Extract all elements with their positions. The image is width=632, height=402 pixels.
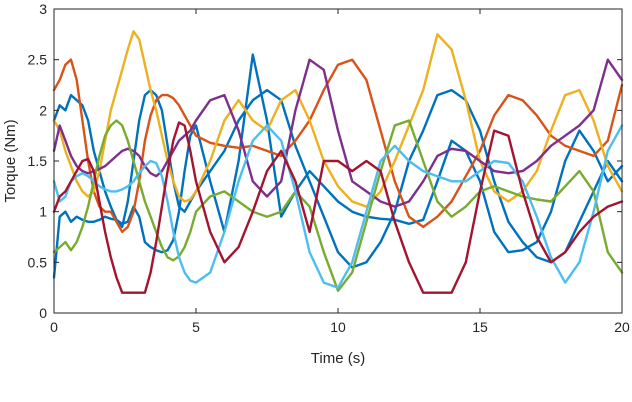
y-tick-label: 1.5 — [28, 153, 48, 169]
y-tick-label: 3 — [39, 1, 47, 17]
series-line-2 — [52, 88, 624, 269]
y-tick-label: 2.5 — [28, 52, 48, 68]
x-tick-label: 15 — [472, 319, 488, 335]
x-tick-label: 20 — [614, 319, 630, 335]
series-line-5 — [52, 58, 624, 208]
series-line-7 — [52, 124, 624, 289]
series-line-3 — [52, 58, 624, 234]
y-axis-label: Torque (Nm) — [2, 119, 19, 202]
y-tick-label: 1 — [39, 204, 47, 220]
x-tick-label: 5 — [192, 319, 200, 335]
series-line-6 — [52, 119, 624, 292]
series-line-8 — [52, 121, 624, 294]
y-tick-label: 0.5 — [28, 254, 48, 270]
x-tick-label: 10 — [330, 319, 346, 335]
x-axis-label: Time (s) — [311, 350, 365, 367]
series-layer — [52, 30, 624, 294]
y-tick-label: 2 — [39, 102, 47, 118]
x-tick-label: 0 — [50, 319, 58, 335]
series-line-1 — [52, 53, 624, 279]
y-tick-label: 0 — [39, 305, 47, 321]
axis-ticks: 0 5 10 15 20 0 0.5 1 1.5 2 2.5 3 — [28, 1, 630, 335]
